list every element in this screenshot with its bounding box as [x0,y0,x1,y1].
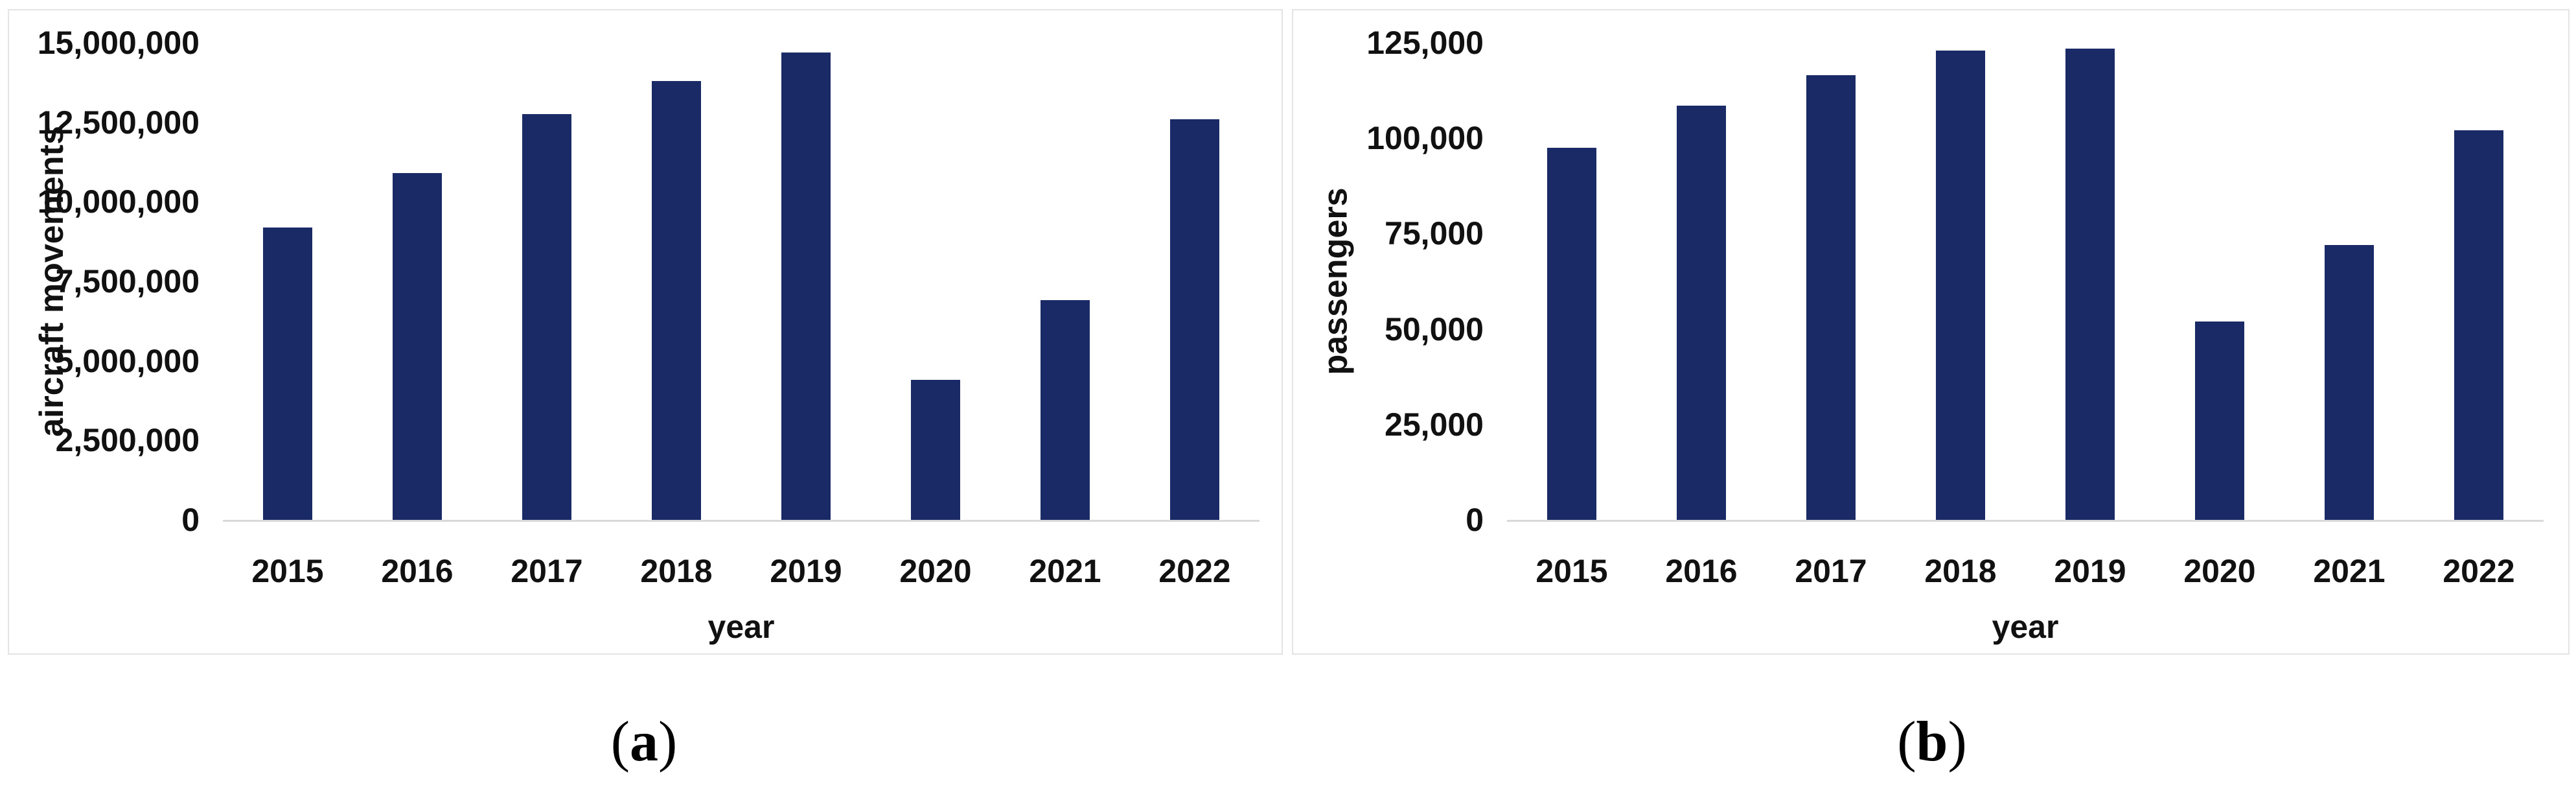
chart-panel-a: aircraft movements 15,000,000 12,500,000 1… [8,9,1283,655]
y-tick-label: 15,000,000 [37,25,200,61]
y-tick-label: 75,000 [1385,215,1484,252]
y-tick-label: 12,500,000 [37,104,200,141]
x-tick-label: 2017 [1795,553,1867,589]
bar-slot [871,43,1000,520]
y-tick-label: 0 [1466,502,1484,538]
bar-slot [1766,43,1896,520]
bar-slot [2414,43,2544,520]
bar-slot [1000,43,1130,520]
y-tick-label: 2,500,000 [55,422,200,459]
y-tick-label: 7,500,000 [55,263,200,299]
bar-2017 [1806,75,1856,520]
bar-slot [352,43,482,520]
plot-area [1507,43,2544,522]
bar-slot [741,43,871,520]
y-tick-label: 10,000,000 [37,183,200,220]
bar-2022 [2454,130,2503,520]
bar-2018 [652,80,701,520]
y-tick-label: 5,000,000 [55,342,200,379]
caption-close-paren: ) [658,710,678,773]
caption-open-paren: ( [1897,710,1916,773]
y-tick-label: 50,000 [1385,310,1484,347]
x-tick-label: 2022 [2443,553,2515,589]
y-tick-label: 0 [181,502,200,538]
y-tick-label: 25,000 [1385,406,1484,443]
bar-2016 [393,173,442,520]
bar-2021 [2325,245,2374,520]
plot-area [223,43,1259,522]
caption-open-paren: ( [610,710,630,773]
x-tick-label: 2016 [1665,553,1738,589]
x-axis-title: year [707,609,775,645]
x-tick-label: 2015 [1535,553,1608,589]
y-tick-label: 125,000 [1366,25,1484,61]
bar-slot [223,43,352,520]
bar-slot [1507,43,1637,520]
x-tick-label: 2019 [2054,553,2126,589]
bar-2019 [781,52,831,520]
bar-2021 [1041,300,1090,520]
bar-2018 [1936,50,1985,520]
caption-letter: a [630,710,658,773]
x-tick-label: 2021 [1029,553,1101,589]
bar-slot [1637,43,1766,520]
bar-slot [2025,43,2155,520]
y-axis-tick-labels: 125,000 100,000 75,000 50,000 25,000 0 [1293,27,1488,536]
x-tick-label: 2016 [381,553,454,589]
x-axis-title: year [1992,609,2059,645]
bar-2015 [263,227,312,520]
x-tick-label: 2021 [2313,553,2386,589]
x-axis-tick-labels: 2015 2016 2017 2018 2019 2020 2021 2022 [1507,552,2544,590]
x-tick-label: 2020 [899,553,972,589]
bar-slot [612,43,741,520]
caption-a: (a) [0,690,1288,793]
y-tick-label: 100,000 [1366,120,1484,157]
bar-slot [1896,43,2025,520]
x-tick-label: 2017 [511,553,583,589]
bar-2022 [1170,119,1219,520]
x-axis-tick-labels: 2015 2016 2017 2018 2019 2020 2021 2022 [223,552,1259,590]
bar-slot [482,43,612,520]
bar-2019 [2065,48,2115,520]
bar-slot [2284,43,2414,520]
x-tick-label: 2019 [770,553,842,589]
bar-2020 [2195,321,2244,520]
chart-panel-b: passengers 125,000 100,000 75,000 50,000 25,… [1292,9,2570,655]
x-tick-label: 2018 [640,553,713,589]
caption-letter: b [1916,710,1948,773]
bar-slot [2155,43,2284,520]
bar-2015 [1547,147,1596,520]
caption-close-paren: ) [1948,710,1967,773]
caption-b: (b) [1288,690,2576,793]
x-tick-label: 2022 [1158,553,1231,589]
bar-slot [1130,43,1259,520]
bar-2016 [1677,106,1726,520]
x-tick-label: 2018 [1924,553,1997,589]
bar-2020 [911,380,960,520]
x-tick-label: 2015 [251,553,324,589]
bar-2017 [522,114,571,520]
y-axis-tick-labels: 15,000,000 12,500,000 10,000,000 7,500,000 5… [9,27,203,536]
x-tick-label: 2020 [2183,553,2256,589]
